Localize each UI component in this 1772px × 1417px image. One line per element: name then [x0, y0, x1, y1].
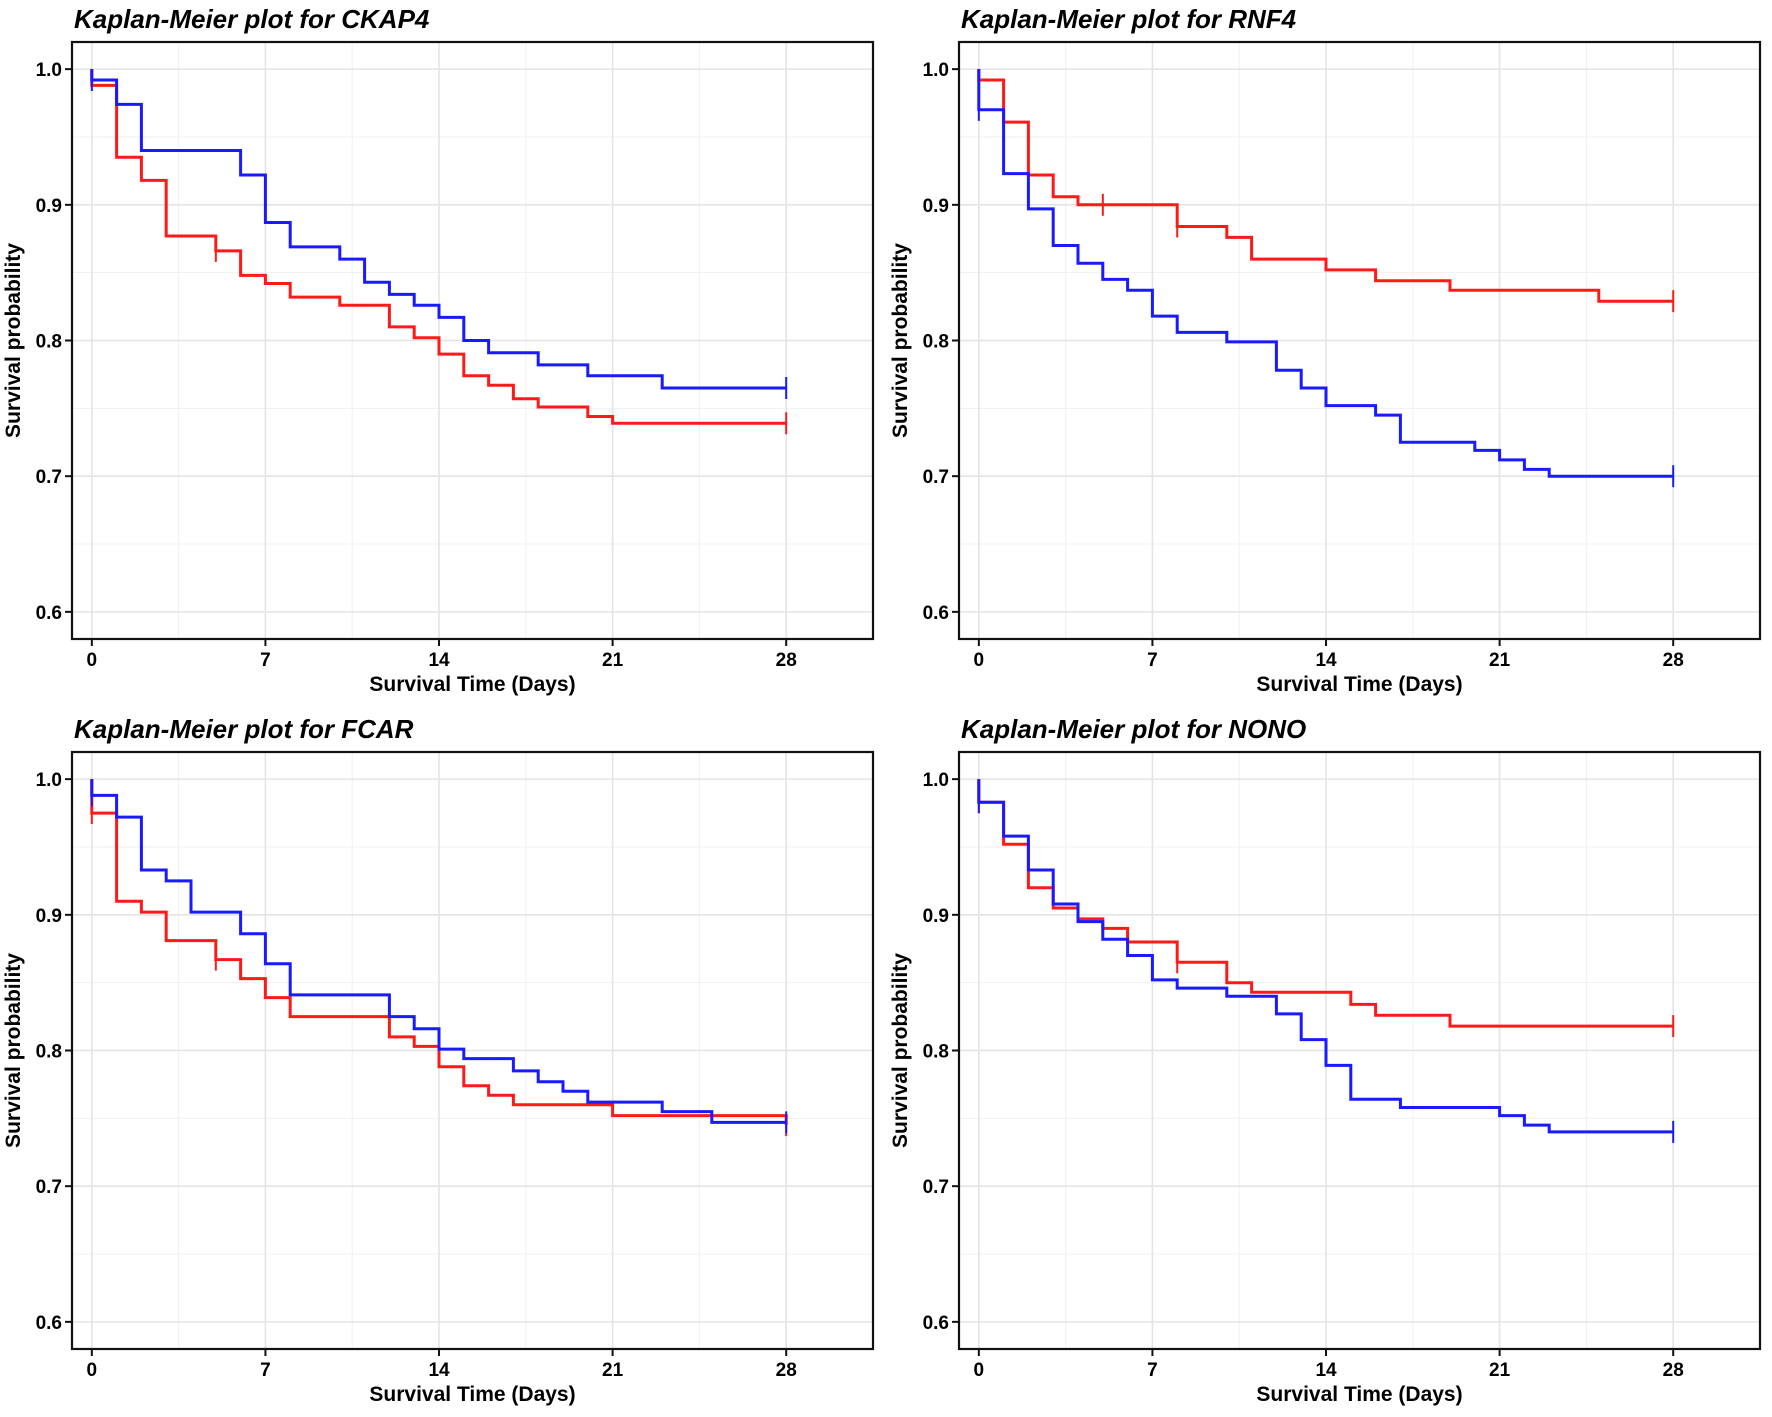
y-axis-label: Survival probability [889, 243, 912, 438]
km-curve-red [90, 69, 787, 425]
y-tick-label: 0.9 [36, 196, 62, 217]
x-tick-label: 28 [776, 650, 797, 671]
plot-title: Kaplan-Meier plot for FCAR [74, 714, 414, 744]
y-tick-label: 0.8 [36, 332, 62, 353]
x-tick-label: 14 [428, 650, 450, 671]
y-tick-label: 1.0 [36, 770, 62, 791]
x-tick-label: 7 [260, 1360, 271, 1381]
x-tick-label: 21 [602, 1360, 624, 1381]
x-tick-label: 28 [1663, 1360, 1684, 1381]
x-tick-label: 14 [1315, 1360, 1337, 1381]
y-tick-label: 0.9 [923, 906, 949, 927]
x-tick-label: 21 [1489, 650, 1511, 671]
plot-title: Kaplan-Meier plot for CKAP4 [74, 4, 430, 34]
km-panel-4: 0 7 14 21 28 0.6 0.7 0.8 0.9 1.0 Kaplan-Meier plot… [889, 714, 1762, 1406]
x-tick-label: 21 [1489, 1360, 1511, 1381]
y-tick-label: 0.7 [36, 1177, 62, 1198]
y-tick-label: 0.7 [923, 1177, 949, 1198]
y-tick-label: 0.8 [923, 332, 949, 353]
y-tick-label: 0.8 [923, 1042, 949, 1063]
y-tick-label: 0.6 [36, 1313, 62, 1334]
x-tick-label: 0 [974, 650, 985, 671]
x-axis-label: Survival Time (Days) [369, 673, 575, 696]
y-tick-label: 1.0 [36, 60, 62, 81]
x-tick-label: 21 [602, 650, 624, 671]
x-tick-label: 14 [1315, 650, 1337, 671]
km-curve-blue [977, 779, 1674, 1134]
plot-title: Kaplan-Meier plot for RNF4 [961, 4, 1297, 34]
x-tick-label: 0 [87, 1360, 98, 1381]
x-tick-label: 28 [1663, 650, 1684, 671]
km-panel-3: 0 7 14 21 28 0.6 0.7 0.8 0.9 1.0 Kaplan-Meier plot… [2, 714, 875, 1406]
km-curve-red [90, 779, 788, 1126]
x-axis-label: Survival Time (Days) [1256, 673, 1462, 696]
y-tick-label: 0.9 [36, 906, 62, 927]
y-tick-label: 0.7 [36, 467, 62, 488]
x-tick-label: 7 [1147, 650, 1158, 671]
y-axis-label: Survival probability [2, 243, 25, 438]
y-tick-label: 1.0 [923, 60, 949, 81]
km-curve-blue [90, 69, 787, 390]
y-tick-label: 0.8 [36, 1042, 62, 1063]
km-curve-blue [977, 69, 1674, 478]
y-tick-label: 0.6 [923, 603, 949, 624]
x-tick-label: 14 [428, 1360, 450, 1381]
km-curve-red [977, 69, 1674, 303]
km-panel-1: 0 7 14 21 28 0.6 0.7 0.8 0.9 1.0 Kaplan-Meier plot… [2, 4, 875, 696]
x-tick-label: 0 [974, 1360, 985, 1381]
x-axis-label: Survival Time (Days) [369, 1383, 575, 1406]
y-tick-label: 0.6 [923, 1313, 949, 1334]
x-tick-label: 0 [87, 650, 98, 671]
x-tick-label: 7 [260, 650, 271, 671]
y-tick-label: 0.6 [36, 603, 62, 624]
y-tick-label: 1.0 [923, 770, 949, 791]
y-axis-label: Survival probability [889, 953, 912, 1148]
km-panel-2: 0 7 14 21 28 0.6 0.7 0.8 0.9 1.0 Kaplan-Meier plot… [889, 4, 1762, 696]
x-axis-label: Survival Time (Days) [1256, 1383, 1462, 1406]
x-tick-label: 7 [1147, 1360, 1158, 1381]
y-tick-label: 0.9 [923, 196, 949, 217]
y-tick-label: 0.7 [923, 467, 949, 488]
y-axis-label: Survival probability [2, 953, 25, 1148]
plot-title: Kaplan-Meier plot for NONO [961, 714, 1306, 744]
km-curve-blue [90, 779, 787, 1124]
x-tick-label: 28 [776, 1360, 797, 1381]
